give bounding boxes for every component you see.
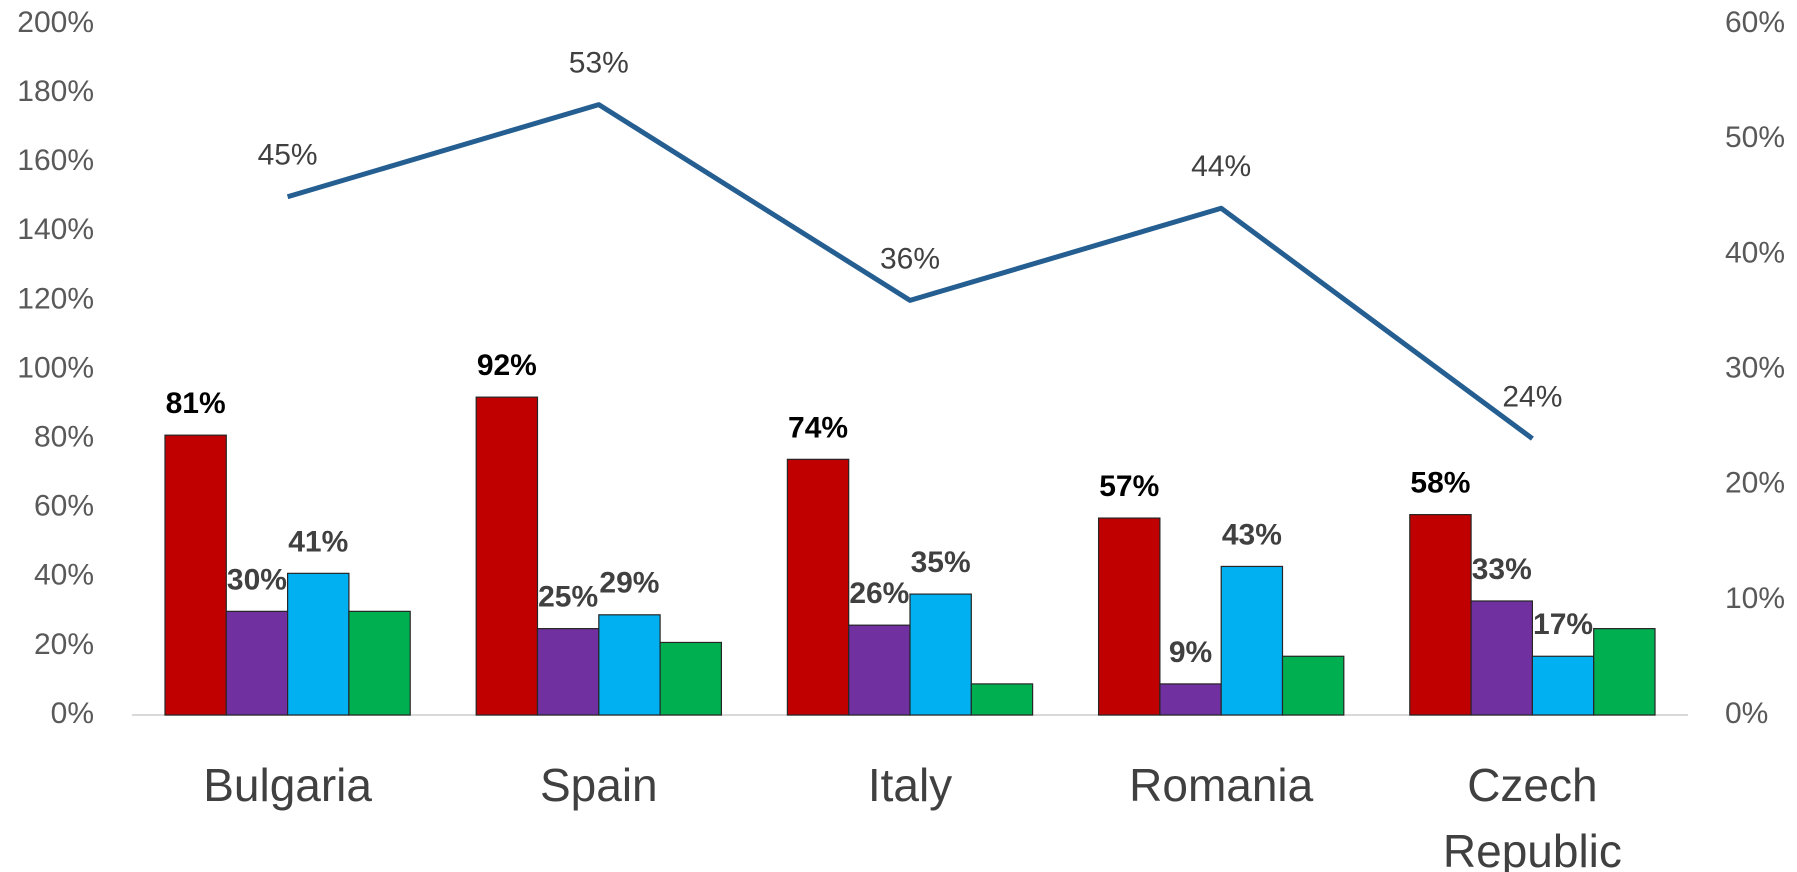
bar (536, 628, 600, 716)
data-label: 25% (538, 581, 598, 614)
bar (348, 610, 411, 716)
bar (1159, 683, 1222, 716)
y-tick-label: 160% (17, 144, 94, 177)
bar (1281, 655, 1345, 716)
y-tick-label: 180% (17, 75, 94, 108)
y2-tick-label: 0% (1725, 697, 1768, 730)
line (286, 102, 1534, 441)
bar (475, 396, 539, 716)
x-tick-label: Spain (539, 759, 658, 811)
x-tick-label: Bulgaria (203, 759, 372, 811)
data-label: 26% (849, 577, 909, 610)
y-tick-label: 0% (51, 697, 94, 730)
data-label: 41% (288, 525, 348, 558)
bar (1531, 655, 1595, 716)
y-tick-label: 100% (17, 351, 94, 384)
data-label: 33% (1472, 553, 1532, 586)
bar (1593, 628, 1656, 716)
y2-tick-label: 10% (1725, 582, 1785, 615)
x-tick-label: Italy (867, 759, 953, 811)
line-label: 36% (880, 242, 940, 275)
y-tick-label: 200% (17, 6, 94, 39)
y-tick-label: 140% (17, 213, 94, 246)
data-label: 43% (1222, 518, 1282, 551)
y2-tick-label: 50% (1725, 121, 1785, 154)
data-label: 92% (477, 349, 537, 382)
y-tick-label: 80% (34, 421, 94, 454)
y2-tick-label: 30% (1725, 351, 1785, 384)
line-label: 45% (258, 139, 318, 172)
y-tick-label: 40% (34, 559, 94, 592)
bar (1470, 600, 1534, 716)
y2-tick-label: 60% (1725, 6, 1785, 39)
x-tick-label: Czech Republic (1442, 759, 1622, 872)
bar (287, 572, 350, 716)
data-label: 58% (1410, 467, 1470, 500)
bar (786, 458, 850, 716)
data-label: 29% (599, 567, 659, 600)
data-label: 74% (788, 411, 848, 444)
data-label: 81% (166, 387, 226, 420)
bar (970, 683, 1034, 716)
y-tick-label: 60% (34, 490, 94, 523)
y-tick-label: 20% (34, 628, 94, 661)
bar (659, 641, 723, 716)
y2-tick-label: 40% (1725, 236, 1785, 269)
bar (1097, 517, 1161, 716)
bar (164, 434, 227, 716)
line-label: 24% (1502, 381, 1562, 414)
data-label: 9% (1169, 636, 1212, 669)
bar (1409, 514, 1472, 716)
y2-tick-label: 20% (1725, 467, 1785, 500)
bar (909, 593, 972, 716)
x-tick-label: Romania (1129, 759, 1314, 811)
data-label: 30% (227, 563, 287, 596)
data-label: 17% (1533, 608, 1593, 641)
data-label: 35% (911, 546, 971, 579)
line-label: 53% (569, 47, 629, 80)
data-label: 57% (1099, 470, 1159, 503)
y-tick-label: 120% (17, 282, 94, 315)
bar (598, 614, 661, 716)
bar (1220, 565, 1284, 716)
bar (225, 610, 289, 716)
bar (848, 624, 911, 716)
line-label: 44% (1191, 150, 1251, 183)
